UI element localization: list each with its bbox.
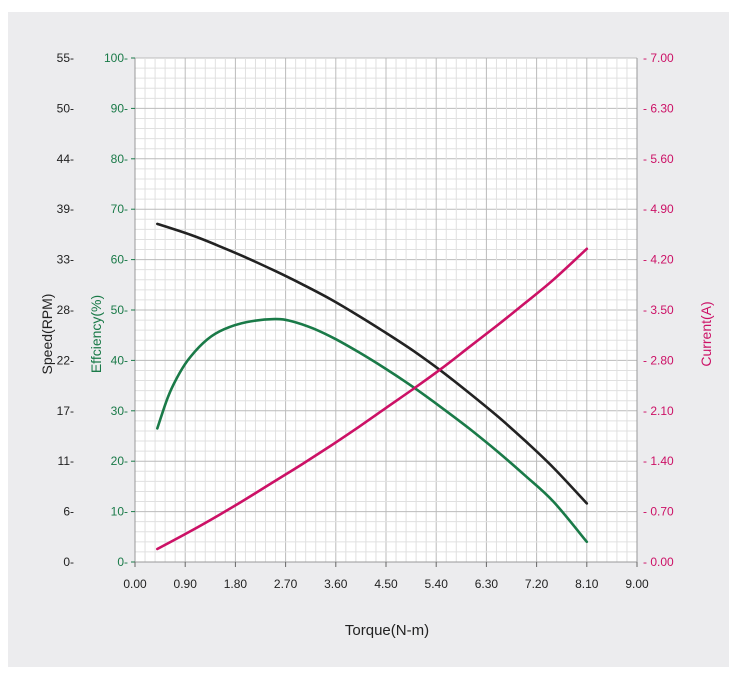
current-tick-label: - 3.50 [643,303,674,317]
efficiency-tick-label: 20- [111,454,128,468]
grid [134,57,638,563]
efficiency-tick-label: 30- [111,404,128,418]
current-axis-title: Current(A) [698,301,714,366]
current-tick-label: - 1.40 [643,454,674,468]
current-tick-label: - 2.10 [643,404,674,418]
x-tick-label: 3.60 [324,577,348,591]
series [156,222,589,551]
efficiency-tick-label: 0- [117,555,128,569]
speed-curve [156,222,589,505]
speed-tick-label: 44- [57,152,74,166]
speed-tick-label: 28- [57,303,74,317]
speed-tick-label: 50- [57,101,74,115]
speed-tick-label: 11- [58,454,74,468]
efficiency-tick-label: 70- [111,202,128,216]
efficiency-tick-label: 90- [111,101,128,115]
chart-panel: 0- 6- 11- 17- 22- 28- 33- 39- 44- 50- 55- 0- 10- 20- 3… [8,12,729,667]
efficiency-tick-label: 50- [111,303,128,317]
current-tick-label: - 6.30 [643,101,674,115]
speed-axis-title: Speed(RPM) [39,294,55,375]
current-tick-label: - 7.00 [643,51,674,65]
x-tick-label: 6.30 [475,577,499,591]
speed-tick-label: 39- [57,202,74,216]
efficiency-tick-label: 10- [111,505,128,519]
speed-tick-label: 17- [57,404,74,418]
x-tick-label: 7.20 [525,577,549,591]
current-tick-label: - 2.80 [643,353,674,367]
current-tick-label: - 5.60 [643,152,674,166]
current-curve [156,247,589,551]
x-tick-label: 0.90 [174,577,198,591]
efficiency-tick-label: 100- [104,51,128,65]
x-tick-label: 5.40 [425,577,449,591]
speed-tick-label: 33- [57,253,74,267]
axes [131,57,638,567]
efficiency-axis-title: Effciency(%) [88,295,104,373]
efficiency-tick-label: 40- [111,353,128,367]
current-tick-label: - 4.20 [643,253,674,267]
efficiency-curve [156,317,589,544]
x-tick-label: 1.80 [224,577,248,591]
speed-tick-label: 6- [63,505,74,519]
speed-tick-label: 22- [57,353,74,367]
x-tick-label: 0.00 [123,577,147,591]
speed-tick-label: 55- [57,51,74,65]
tick-labels: 0- 6- 11- 17- 22- 28- 33- 39- 44- 50- 55- 0- 10- 20- 3… [57,51,674,591]
motor-performance-chart: 0- 6- 11- 17- 22- 28- 33- 39- 44- 50- 55- 0- 10- 20- 3… [39,51,714,639]
current-tick-label: - 4.90 [643,202,674,216]
x-tick-label: 8.10 [575,577,599,591]
x-tick-label: 9.00 [625,577,649,591]
x-tick-label: 2.70 [274,577,298,591]
speed-tick-label: 0- [63,555,74,569]
current-tick-label: - 0.70 [643,505,674,519]
x-tick-label: 4.50 [374,577,398,591]
efficiency-tick-label: 80- [111,152,128,166]
current-tick-label: - 0.00 [643,555,674,569]
x-axis-title: Torque(N-m) [345,622,429,639]
efficiency-tick-label: 60- [111,253,128,267]
